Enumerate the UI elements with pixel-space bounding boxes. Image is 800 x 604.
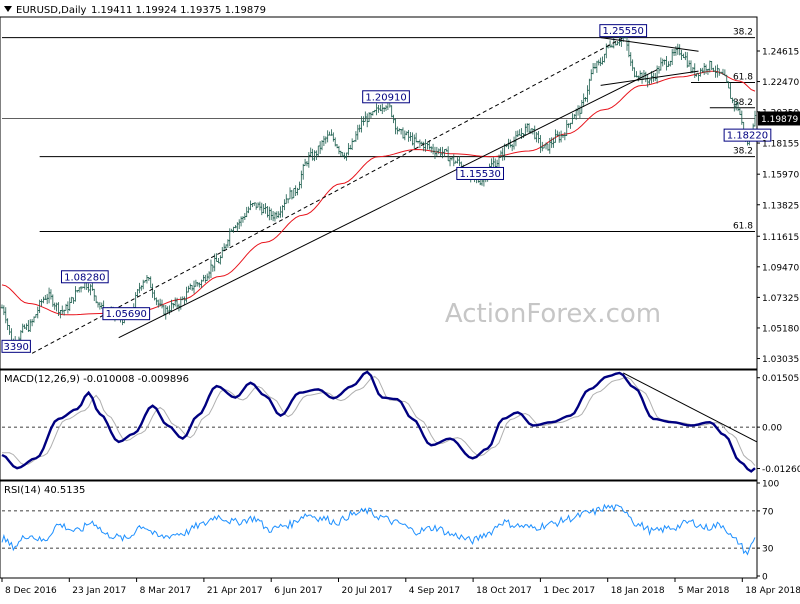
time-tick-label: 4 Sep 2017: [409, 586, 460, 596]
time-tick-label: 5 Mar 2018: [678, 586, 730, 596]
swing-label: 1.08280: [60, 270, 109, 284]
macd-tick-label: -0.012607: [762, 465, 800, 475]
swing-label-text: 1.05690: [106, 309, 147, 320]
current-price-box: [758, 111, 800, 126]
price-tick-label: 1.05180: [762, 324, 799, 334]
swing-label: 1.20910: [362, 90, 410, 104]
macd-label: MACD(12,26,9) -0.010008 -0.009896: [4, 374, 189, 385]
swing-label-box: [456, 166, 505, 180]
swing-label-box: [1, 339, 31, 353]
time-tick-label: 6 Jun 2017: [274, 586, 322, 596]
chevron-down-icon[interactable]: [4, 6, 12, 12]
swing-label: 1.15530: [456, 166, 505, 180]
time-tick-label: 1 Dec 2017: [543, 586, 595, 596]
swing-label-box: [362, 90, 410, 104]
swing-label-box: [723, 128, 772, 142]
rsi-line: [1, 503, 756, 556]
rsi-tick-label: 100: [762, 480, 779, 490]
watermark: ActionForex.com: [445, 299, 661, 329]
symbol-label: EURUSD,Daily: [16, 5, 87, 16]
time-tick-label: 8 Dec 2016: [5, 586, 57, 596]
price-tick-label: 1.15970: [762, 171, 799, 181]
trendline: [118, 69, 658, 339]
swing-label-box: [102, 307, 151, 321]
ohlc-label: 1.19411 1.19924 1.19375 1.19879: [91, 5, 266, 16]
rsi-tick-label: 0: [762, 573, 768, 583]
swing-label-text: 1.18220: [727, 131, 768, 142]
price-tick-label: 1.22470: [762, 78, 799, 88]
rsi-tick-label: 30: [762, 545, 774, 555]
time-tick-label: 8 Mar 2017: [140, 586, 191, 596]
price-tick-label: 1.24615: [762, 47, 799, 57]
trendline: [600, 37, 699, 52]
swing-label-text: 1.15530: [459, 169, 500, 180]
price-panel: EURUSD,Daily 1.19411 1.19924 1.19375 1.1…: [0, 5, 800, 370]
fib-label: 38.2: [733, 28, 753, 38]
fib-label: 38.2: [733, 147, 753, 157]
price-tick-label: 1.03035: [762, 355, 799, 365]
fib-label: 61.8: [733, 73, 753, 83]
rsi-line: [1, 503, 756, 556]
macd-line: [1, 370, 756, 473]
macd-trendline: [622, 372, 758, 443]
macd-signal-line: [2, 375, 756, 466]
price-tick-label: 1.18155: [762, 140, 799, 150]
rsi-panel: RSI(14) 40.5135 100 70 30 0: [0, 480, 779, 583]
swing-labels: 1.08280 1.05690 1.20910 1.15530 1.25550 1.182…: [1, 24, 772, 353]
fib-label: 38.2: [733, 98, 753, 108]
macd-lines: [1, 370, 758, 473]
time-tick-label: 21 Apr 2017: [207, 586, 263, 596]
price-tick-label: 1.09470: [762, 263, 799, 273]
swing-label-box: [599, 24, 648, 38]
swing-label-text: 1.20910: [365, 92, 406, 103]
price-tick-label: 1.13825: [762, 201, 799, 211]
price-axis: 1.246151.224701.203501.181551.159701.138…: [757, 47, 800, 365]
macd-tick-label: 0.015057: [762, 374, 800, 384]
rsi-tick-label: 70: [762, 507, 774, 517]
swing-label: 3390: [1, 339, 31, 353]
time-axis: 8 Dec 2016 23 Jan 2017 8 Mar 2017 21 Apr 20…: [1, 578, 800, 596]
swing-label: 1.18220: [723, 128, 772, 142]
swing-label: 1.25550: [599, 24, 648, 38]
time-tick-label: 18 Apr 2018: [745, 586, 800, 596]
time-tick-label: 20 Jul 2017: [342, 586, 393, 596]
price-tick-label: 1.11615: [762, 233, 799, 243]
macd-panel: MACD(12,26,9) -0.010008 -0.009896 0.0150…: [0, 369, 800, 481]
swing-label-box: [60, 270, 109, 284]
fib-label: 61.8: [733, 221, 753, 231]
time-tick-label: 23 Jan 2017: [72, 586, 126, 596]
price-tick-label: 1.07325: [762, 294, 799, 304]
fib-lines: 38.2 61.8 38.2 38.2 61.8: [2, 28, 755, 232]
swing-label: 1.05690: [102, 307, 151, 321]
current-price-label: 1.19879: [761, 115, 798, 125]
swing-label-text: 1.08280: [64, 272, 105, 283]
time-tick-label: 18 Oct 2017: [476, 586, 532, 596]
swing-label-text: 3390: [3, 342, 28, 353]
macd-tick-label: 0.00: [762, 424, 782, 434]
candle: [753, 110, 757, 127]
macd-axis: 0.015057 0.00 -0.012607: [757, 374, 800, 475]
time-tick-label: 18 Jan 2018: [611, 586, 665, 596]
swing-label-text: 1.25550: [603, 26, 644, 37]
rsi-label: RSI(14) 40.5135: [4, 485, 85, 496]
trendlines: [31, 37, 699, 354]
trendline: [600, 70, 699, 86]
rsi-axis: 100 70 30 0: [757, 480, 779, 583]
